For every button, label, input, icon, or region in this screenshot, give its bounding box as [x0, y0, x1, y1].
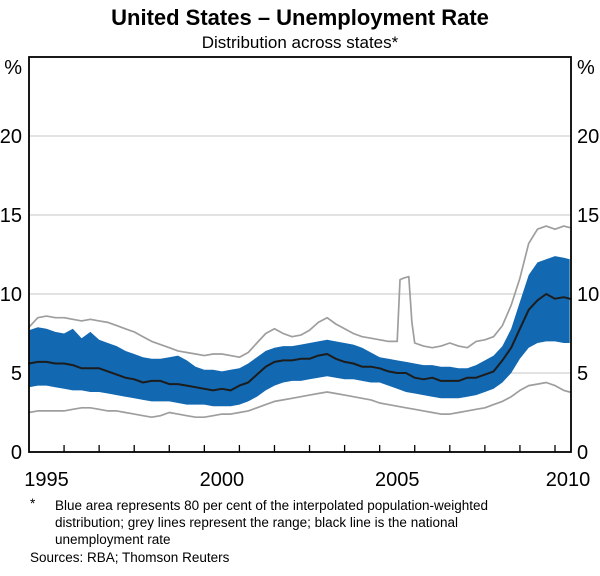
footnote: Blue area represents 80 per cent of the … — [55, 498, 492, 547]
chart-subtitle: Distribution across states* — [202, 33, 399, 52]
y-axis-labels-left: 0 5 10 15 20 — [0, 126, 22, 464]
y-label-left-10: 10 — [0, 284, 22, 306]
footnote-line-3: unemployment rate — [55, 532, 171, 547]
plot-frame — [28, 56, 572, 453]
sources-line: Sources: RBA; Thomson Reuters — [30, 550, 230, 565]
series-national — [28, 293, 571, 392]
x-ticks-group — [63, 445, 556, 452]
chart-title: United States – Unemployment Rate — [111, 5, 489, 30]
x-label-2005: 2005 — [375, 469, 420, 491]
y-label-right-15: 15 — [577, 205, 599, 227]
footnote-line-1: Blue area represents 80 per cent of the … — [55, 498, 488, 513]
series-range-min — [28, 381, 571, 419]
y-label-left-0: 0 — [11, 442, 22, 464]
footnote-line-2: distribution; grey lines represent the r… — [55, 515, 458, 530]
y-label-right-0: 0 — [577, 442, 588, 464]
unit-label-right: % — [577, 57, 595, 79]
y-label-right-20: 20 — [577, 126, 599, 148]
y-label-right-5: 5 — [577, 363, 588, 385]
y-label-left-15: 15 — [0, 205, 22, 227]
y-axis-labels-right: 0 5 10 15 20 — [577, 126, 599, 464]
x-axis-labels: 1995 2000 2005 2010 — [24, 469, 590, 491]
series-group — [28, 225, 571, 419]
x-label-2010: 2010 — [546, 469, 591, 491]
y-label-left-20: 20 — [0, 126, 22, 148]
footnote-marker: * — [30, 496, 36, 511]
y-label-left-5: 5 — [11, 363, 22, 385]
y-label-right-10: 10 — [577, 284, 599, 306]
series-range-max — [28, 225, 571, 359]
x-label-1995: 1995 — [24, 469, 69, 491]
series-band-80pct — [29, 256, 570, 407]
unit-label-left: % — [4, 57, 22, 79]
x-label-2000: 2000 — [200, 469, 245, 491]
